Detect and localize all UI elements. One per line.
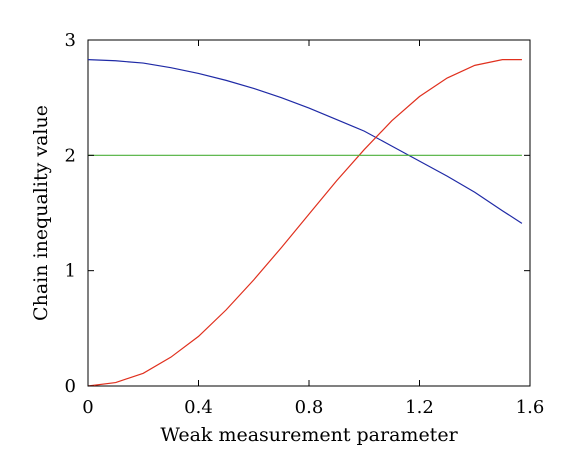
x-tick-label: 0.8 <box>295 397 324 418</box>
x-tick-label: 0.4 <box>184 397 213 418</box>
y-tick-label: 3 <box>65 30 76 51</box>
plot-frame <box>87 39 531 387</box>
series-line-1 <box>87 59 522 387</box>
x-tick-label: 0 <box>82 397 93 418</box>
series-layer <box>87 59 523 387</box>
y-axis-label: Chain inequality value <box>30 105 52 321</box>
x-tick-label: 1.6 <box>516 397 545 418</box>
x-axis-label: Weak measurement parameter <box>160 424 458 446</box>
y-tick-label: 2 <box>65 145 76 166</box>
y-tick-label: 1 <box>65 261 76 282</box>
plot-area <box>87 39 531 387</box>
ticks-layer: 0 0.4 0.8 1.2 1.6 0 1 2 3 <box>65 30 545 418</box>
series-line-0 <box>87 59 523 224</box>
y-tick-label: 0 <box>65 376 76 397</box>
x-tick-label: 1.2 <box>405 397 434 418</box>
